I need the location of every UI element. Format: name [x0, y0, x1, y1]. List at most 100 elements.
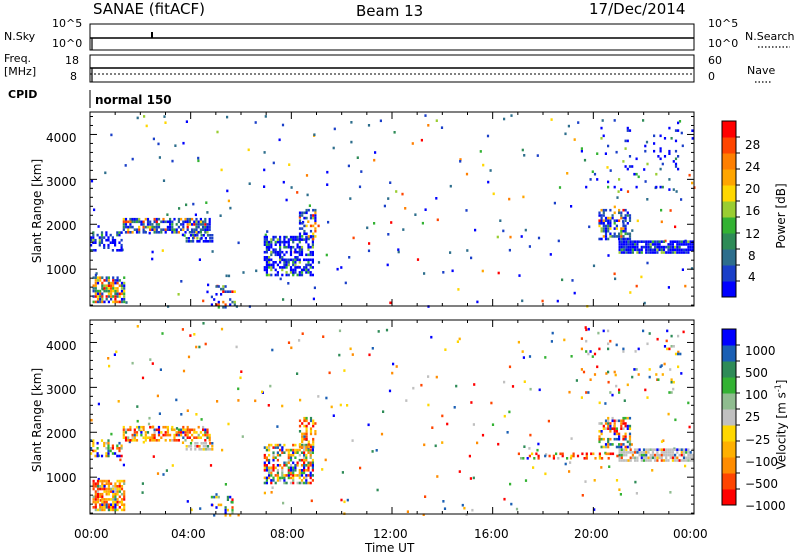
- echo-cell: [300, 248, 304, 251]
- station-title: SANAE (fitACF): [93, 0, 205, 18]
- echo-cell: [276, 250, 279, 254]
- echo-cell: [158, 156, 161, 159]
- echo-cell: [625, 453, 628, 457]
- echo-cell: [274, 268, 277, 272]
- echo-cell: [265, 240, 268, 244]
- echo-cell: [672, 160, 675, 163]
- echo-cell: [604, 445, 608, 449]
- echo-cell: [129, 231, 132, 234]
- echo-cell: [107, 295, 110, 298]
- echo-cell: [281, 466, 284, 470]
- echo-cell: [424, 495, 427, 498]
- echo-cell: [289, 448, 293, 452]
- echo-cell: [309, 453, 312, 457]
- echo-cell: [123, 276, 126, 279]
- echo-cell: [653, 134, 656, 138]
- echo-cell: [99, 487, 102, 491]
- echo-cell: [300, 253, 304, 257]
- echo-cell: [149, 436, 152, 439]
- echo-cell: [191, 217, 194, 221]
- echo-cell: [298, 253, 301, 257]
- echo-cell: [195, 431, 198, 434]
- echo-cell: [182, 436, 185, 439]
- echo-cell: [227, 199, 230, 203]
- echo-cell: [274, 481, 277, 485]
- echo-cell: [671, 456, 674, 460]
- echo-cell: [103, 287, 106, 290]
- echo-cell: [613, 211, 616, 215]
- echo-cell: [157, 225, 161, 229]
- echo-cell: [131, 439, 134, 442]
- echo-cell: [133, 217, 136, 221]
- echo-cell: [169, 439, 172, 442]
- echo-cell: [458, 470, 461, 473]
- echo-cell: [296, 235, 299, 239]
- echo-cell: [630, 443, 633, 446]
- power-ylabel: Slant Range [km]: [30, 158, 44, 264]
- echo-cell: [279, 479, 282, 482]
- echo-cell: [520, 457, 523, 460]
- echo-cell: [625, 459, 628, 462]
- echo-cell: [645, 245, 648, 249]
- echo-cell: [110, 508, 113, 512]
- echo-cell: [166, 225, 169, 229]
- echo-cell: [685, 456, 688, 460]
- echo-cell: [667, 412, 670, 416]
- echo-cell: [114, 506, 117, 509]
- echo-cell: [309, 481, 312, 485]
- echo-cell: [107, 508, 110, 512]
- echo-cell: [298, 458, 301, 462]
- echo-cell: [311, 451, 314, 454]
- echo-cell: [296, 250, 299, 254]
- echo-cell: [609, 216, 612, 220]
- echo-cell: [103, 506, 106, 509]
- echo-cell: [552, 454, 555, 458]
- echo-cell: [287, 469, 290, 472]
- echo-cell: [127, 225, 130, 229]
- echo-cell: [615, 437, 618, 441]
- echo-cell: [600, 466, 603, 469]
- echo-cell: [627, 251, 630, 254]
- echo-cell: [523, 380, 526, 383]
- echo-cell: [583, 158, 587, 162]
- echo-cell: [689, 243, 692, 246]
- echo-cell: [620, 216, 623, 220]
- echo-cell: [271, 348, 274, 352]
- echo-cell: [116, 487, 119, 491]
- echo-cell: [164, 433, 167, 437]
- echo-cell: [92, 238, 95, 242]
- echo-cell: [294, 250, 297, 254]
- echo-cell: [183, 234, 186, 237]
- echo-cell: [153, 433, 156, 437]
- echo-cell: [424, 208, 427, 211]
- echo-cell: [305, 435, 308, 438]
- echo-cell: [674, 456, 677, 460]
- echo-cell: [101, 506, 104, 509]
- echo-cell: [267, 404, 270, 407]
- echo-cell: [287, 258, 290, 262]
- echo-cell: [298, 250, 301, 254]
- freq-tick-bottom: 8: [70, 70, 77, 83]
- echo-cell: [300, 271, 304, 274]
- echo-cell: [305, 424, 308, 428]
- echo-cell: [605, 452, 608, 456]
- echo-cell: [653, 149, 656, 153]
- echo-cell: [279, 258, 282, 262]
- echo-cell: [627, 240, 630, 243]
- echo-cell: [604, 229, 608, 233]
- echo-cell: [634, 243, 637, 246]
- echo-cell: [679, 352, 682, 356]
- echo-cell: [292, 235, 295, 239]
- echo-cell: [618, 237, 621, 241]
- echo-cell: [618, 459, 621, 462]
- echo-cell: [682, 459, 686, 462]
- echo-cell: [120, 508, 124, 512]
- echo-cell: [314, 229, 317, 233]
- echo-cell: [618, 232, 621, 236]
- echo-cell: [209, 442, 212, 445]
- echo-cell: [103, 503, 106, 506]
- echo-cell: [153, 431, 156, 434]
- echo-cell: [301, 222, 304, 225]
- echo-cell: [287, 240, 290, 244]
- echo-cell: [224, 506, 227, 509]
